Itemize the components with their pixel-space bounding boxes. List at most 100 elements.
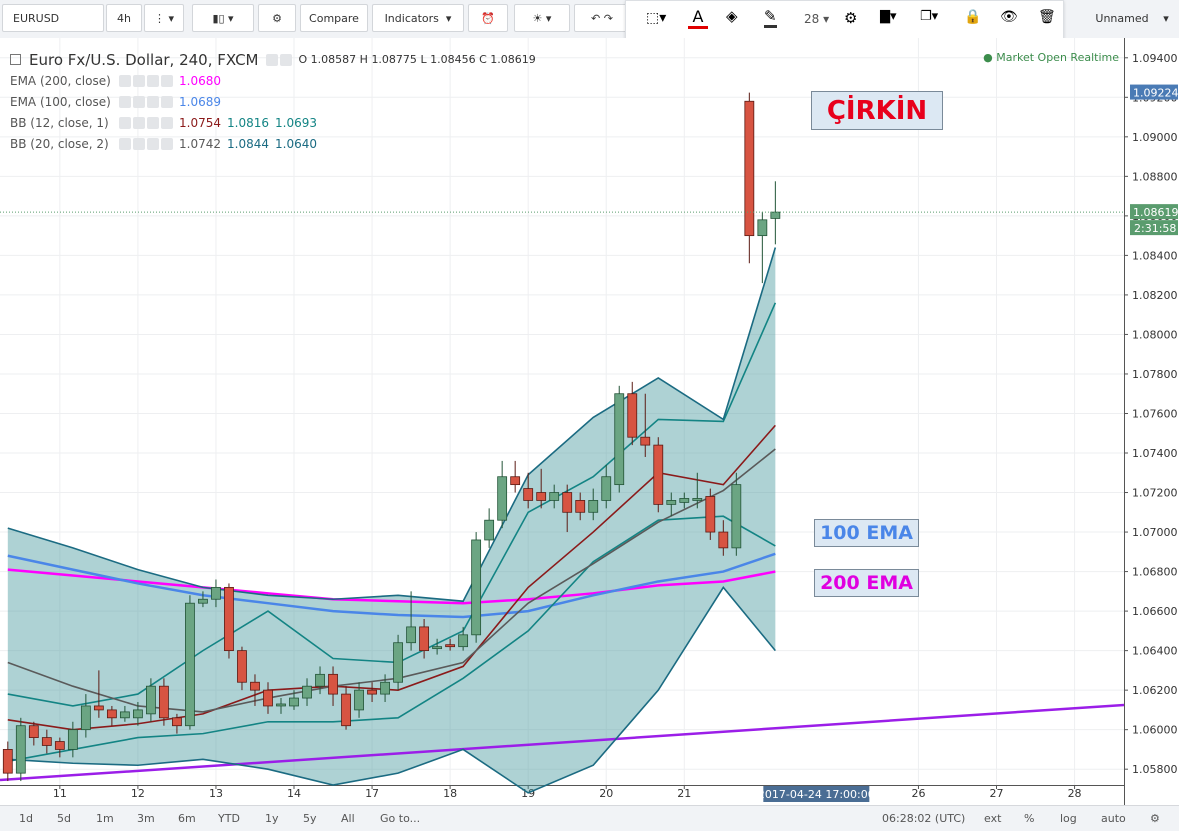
indicators-button[interactable]: Indicators ▾ <box>372 4 464 32</box>
select-tool[interactable]: ⬚▾ <box>646 10 667 26</box>
control-icon[interactable] <box>147 137 159 150</box>
control-icon[interactable] <box>161 137 173 150</box>
candle-body <box>692 498 703 501</box>
x-tick-label: 21 <box>677 787 691 800</box>
visibility[interactable]: ▇▾ <box>880 9 897 24</box>
y-tick-label: 1.07600 <box>1132 407 1178 420</box>
status-text: Market Open Realtime <box>996 51 1119 64</box>
candle-body <box>54 741 65 750</box>
alert-button[interactable]: ⏰ <box>468 4 508 32</box>
range-button[interactable]: 6m <box>178 812 196 825</box>
indicator-value: 1.0680 <box>179 73 221 88</box>
x-tick-label: 13 <box>209 787 223 800</box>
candle-body <box>679 498 690 503</box>
range-button[interactable]: 1m <box>96 812 114 825</box>
indicator-value: 1.0816 <box>227 115 269 130</box>
control-icon[interactable] <box>133 74 145 87</box>
y-tick-label: 1.06400 <box>1132 645 1178 658</box>
o-value: 1.08587 <box>310 53 357 66</box>
layout-dropdown[interactable]: ▾ <box>1163 11 1169 25</box>
option-button[interactable]: log <box>1060 812 1077 825</box>
draw-settings[interactable]: ⚙ <box>844 9 858 27</box>
candle-body <box>367 689 377 695</box>
control-icon[interactable] <box>161 74 173 87</box>
h-label: H <box>359 53 368 66</box>
option-button[interactable]: ext <box>984 812 1002 825</box>
candle-body <box>666 500 677 505</box>
compare-button[interactable]: Compare <box>300 4 368 32</box>
o-label: O <box>298 53 308 66</box>
control-icon[interactable] <box>119 137 131 150</box>
range-button[interactable]: 1d <box>19 812 33 825</box>
interval-button[interactable]: 4h <box>106 4 142 32</box>
c-label: C <box>479 53 487 66</box>
control-icon[interactable] <box>147 116 159 129</box>
interval-dropdown[interactable]: ⋮ ▾ <box>144 4 184 32</box>
indicator-value: 1.0689 <box>179 94 221 109</box>
l-value: 1.08456 <box>430 53 476 66</box>
countdown-box <box>1130 220 1178 236</box>
indicator-name: EMA (100, close) <box>10 94 111 109</box>
control-icon[interactable] <box>119 74 131 87</box>
candle-body <box>159 685 169 719</box>
goto-button[interactable]: Go to... <box>380 812 421 825</box>
candle-body <box>2 749 13 774</box>
symbol-box[interactable]: EURUSD <box>2 4 104 32</box>
range-button[interactable]: 1y <box>265 812 279 825</box>
range-button[interactable]: 5y <box>303 812 317 825</box>
option-button[interactable]: auto <box>1101 812 1126 825</box>
y-tick-label: 1.07200 <box>1132 487 1178 500</box>
candle-body <box>601 476 612 501</box>
undo-redo[interactable]: ↶ ↷ <box>574 4 630 32</box>
control-icon[interactable] <box>133 95 145 108</box>
line-color[interactable]: ✎ <box>764 7 777 28</box>
delete[interactable]: 🗑 <box>1038 9 1056 25</box>
x-tick-label: 18 <box>443 787 457 800</box>
lock[interactable]: 🔒 <box>964 9 982 25</box>
crosshair-price-label: 1.09224 <box>1133 87 1179 100</box>
candle-body <box>458 634 469 648</box>
control-icon[interactable] <box>119 116 131 129</box>
indicator-value: 1.0742 <box>179 136 221 151</box>
clone[interactable]: ❐▾ <box>920 9 939 24</box>
control-icon[interactable] <box>119 95 131 108</box>
control-icon[interactable] <box>161 116 173 129</box>
y-tick-label: 1.08400 <box>1132 249 1178 262</box>
hide[interactable]: 👁 <box>1000 9 1018 25</box>
h-value: 1.08775 <box>371 53 417 66</box>
annotation-text: 100 EMA <box>820 522 913 544</box>
layout-name[interactable]: Unnamed <box>1090 4 1154 32</box>
indicator-line <box>7 515 776 763</box>
top-toolbar: EURUSD 4h ⋮ ▾ ▮▯ ▾ ⚙ Compare Indicators … <box>0 0 1179 40</box>
range-button[interactable]: 5d <box>57 812 71 825</box>
settings-icon[interactable]: ⚙ <box>1150 812 1160 825</box>
band-fill <box>7 247 776 793</box>
range-button[interactable]: 3m <box>137 812 155 825</box>
candle-body <box>627 393 638 438</box>
replay-button[interactable]: ☀ ▾ <box>514 4 570 32</box>
candle-body <box>15 725 26 774</box>
settings-button[interactable]: ⚙ <box>258 4 296 32</box>
chart-style-button[interactable]: ▮▯ ▾ <box>192 4 254 32</box>
candle-body <box>28 725 39 738</box>
option-button[interactable]: % <box>1024 812 1035 825</box>
control-icon[interactable] <box>133 137 145 150</box>
control-icon[interactable] <box>133 116 145 129</box>
y-tick-label: 1.08200 <box>1132 289 1178 302</box>
text-color[interactable]: A <box>688 7 708 29</box>
control-icon[interactable] <box>161 95 173 108</box>
y-tick-label: 1.06200 <box>1132 684 1178 697</box>
font-size[interactable]: 28 ▾ <box>804 12 830 26</box>
candle-body <box>250 681 260 691</box>
l-label: L <box>420 53 427 66</box>
fill-color[interactable]: ◈ <box>726 7 738 25</box>
y-tick-label: 1.06600 <box>1132 605 1178 618</box>
indicator-line <box>7 568 776 605</box>
control-icon[interactable] <box>147 95 159 108</box>
range-button[interactable]: YTD <box>218 812 240 825</box>
control-icon[interactable] <box>147 74 159 87</box>
collapse-box[interactable] <box>10 54 21 65</box>
clock: 06:28:02 (UTC) <box>882 812 966 825</box>
candle-body <box>549 492 560 501</box>
range-button[interactable]: All <box>341 812 355 825</box>
